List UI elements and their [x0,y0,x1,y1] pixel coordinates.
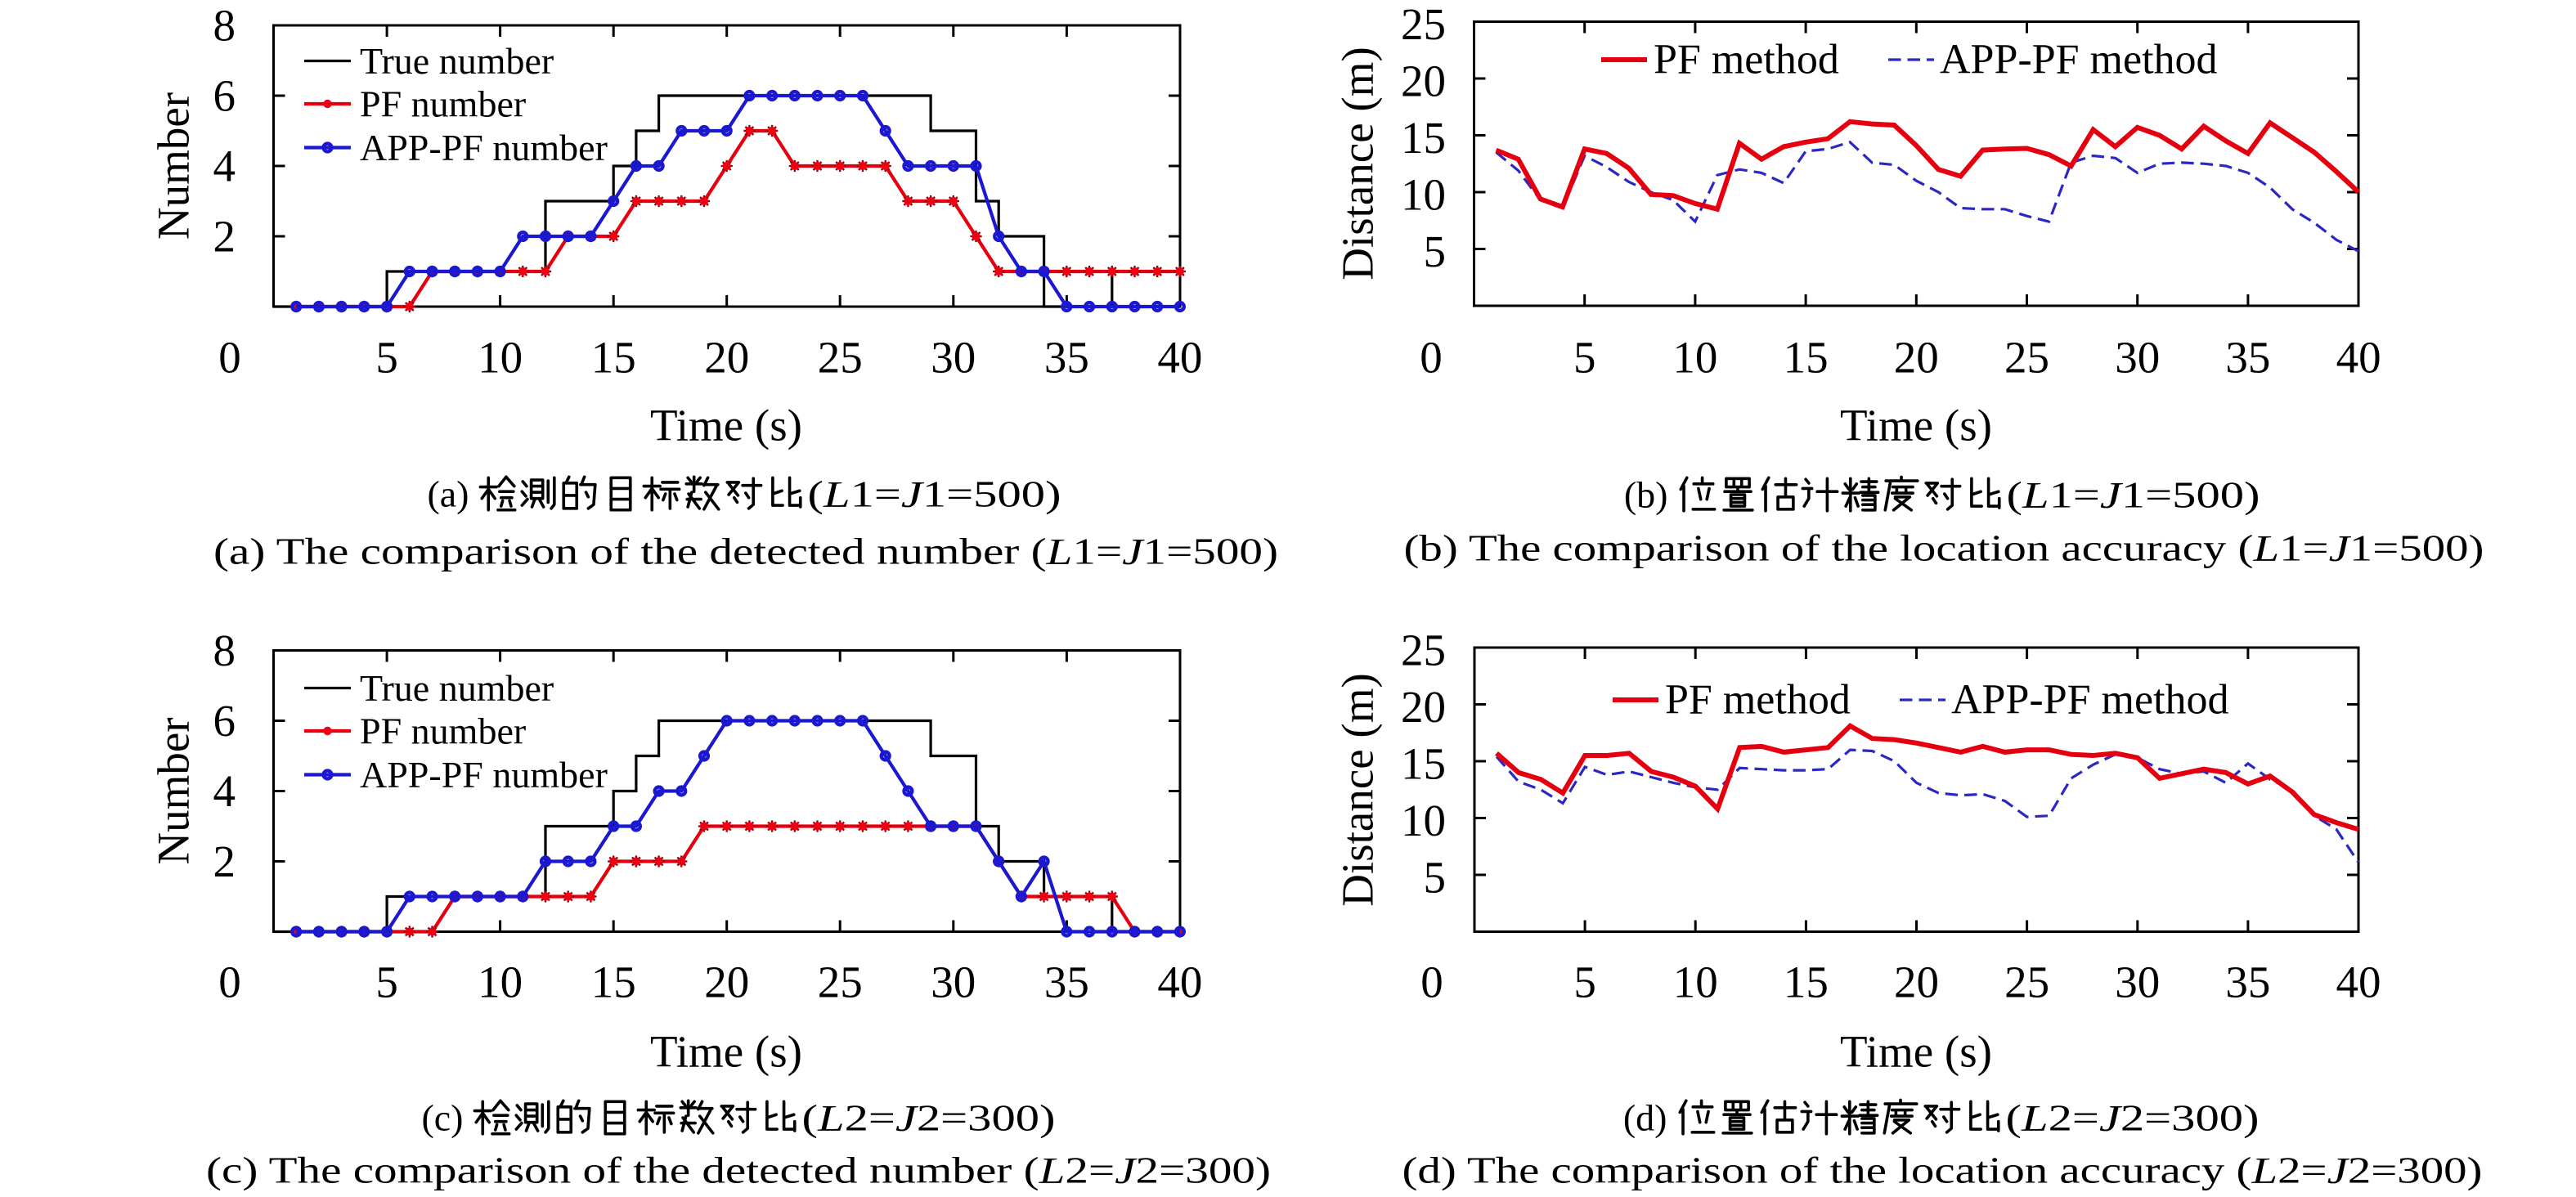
svg-text:Number: Number [149,717,199,864]
svg-text:6: 6 [213,71,236,121]
svg-text:2: 2 [213,212,236,262]
svg-text:30: 30 [931,333,976,383]
svg-text:20: 20 [704,957,749,1007]
svg-text:10: 10 [478,957,523,1007]
svg-text:Time (s): Time (s) [650,401,802,451]
svg-text:(b): (b) [1624,474,1668,516]
svg-text:(L1=J1=500): (L 1= J 1=500) [808,473,1061,515]
svg-text:0: 0 [218,957,241,1007]
svg-text:25: 25 [2004,957,2049,1007]
svg-text:(c): (c) [421,1097,463,1139]
svg-text:25: 25 [2004,333,2049,383]
svg-text:4: 4 [213,141,236,191]
svg-text:0: 0 [1420,957,1443,1007]
svg-text:(a): (a) [427,473,469,515]
svg-text:20: 20 [704,333,749,383]
svg-text:PF number: PF number [360,83,526,125]
svg-text:20: 20 [1401,56,1446,106]
svg-text:5: 5 [1424,853,1447,903]
svg-text:10: 10 [1672,333,1717,383]
svg-text:8: 8 [213,1,236,51]
svg-text:4: 4 [213,766,236,816]
svg-text:25: 25 [818,957,863,1007]
svg-text:0: 0 [1420,333,1443,383]
svg-text:5: 5 [375,957,398,1007]
svg-text:15: 15 [1784,333,1829,383]
svg-text:15: 15 [591,333,636,383]
svg-text:40: 40 [2336,957,2381,1007]
svg-text:True number: True number [360,40,554,82]
svg-text:10: 10 [478,333,523,383]
svg-text:15: 15 [591,957,636,1007]
svg-text:Time (s): Time (s) [1840,401,1992,451]
svg-text:30: 30 [2115,957,2160,1007]
svg-text:APP-PF number: APP-PF number [360,127,608,168]
svg-text:PF method: PF method [1654,37,1839,83]
svg-text:Time (s): Time (s) [650,1027,802,1077]
svg-text:10: 10 [1401,170,1446,220]
svg-text:30: 30 [2115,333,2160,383]
svg-text:8: 8 [213,625,236,675]
svg-text:5: 5 [1573,333,1596,383]
svg-text:5: 5 [1573,957,1596,1007]
svg-text:0: 0 [218,333,241,383]
svg-text:6: 6 [213,696,236,746]
svg-text:PF number: PF number [360,711,526,752]
svg-text:(d) The comparison of the loca: (d) The comparison of the location accur… [1402,1150,2483,1191]
svg-text:5: 5 [1424,226,1447,276]
svg-text:40: 40 [1157,957,1202,1007]
svg-text:30: 30 [931,957,976,1007]
svg-text:APP-PF method: APP-PF method [1951,677,2229,724]
svg-text:(L1=J1=500): (L 1= J 1=500) [2007,474,2260,516]
svg-text:20: 20 [1401,682,1446,732]
svg-text:5: 5 [375,333,398,383]
svg-text:35: 35 [1044,957,1089,1007]
svg-text:Distance (m): Distance (m) [1333,673,1383,907]
svg-text:35: 35 [1044,333,1089,383]
svg-text:20: 20 [1894,957,1939,1007]
svg-text:PF method: PF method [1665,677,1851,724]
svg-text:2: 2 [213,836,236,886]
svg-text:40: 40 [1157,333,1202,383]
svg-text:(L2=J2=300): (L 2= J 2=300) [2006,1097,2260,1139]
svg-text:25: 25 [1401,0,1446,49]
svg-text:(L2=J2=300): (L 2= J 2=300) [802,1097,1056,1139]
svg-text:15: 15 [1401,113,1446,163]
svg-text:35: 35 [2225,333,2270,383]
svg-text:15: 15 [1784,957,1829,1007]
svg-text:40: 40 [2336,333,2381,383]
svg-text:(b) The comparison of the loca: (b) The comparison of the location accur… [1404,527,2484,569]
svg-text:APP-PF method: APP-PF method [1940,37,2218,83]
svg-text:25: 25 [818,333,863,383]
svg-text:20: 20 [1894,333,1939,383]
svg-text:15: 15 [1401,739,1446,789]
svg-text:(d): (d) [1623,1097,1667,1139]
svg-text:(c) The comparison of the dete: (c) The comparison of the detected numbe… [206,1150,1271,1191]
svg-text:True number: True number [360,667,554,709]
svg-text:APP-PF number: APP-PF number [360,754,608,796]
svg-text:10: 10 [1401,796,1446,845]
svg-text:(a) The comparison of the dete: (a) The comparison of the detected numbe… [213,531,1278,572]
svg-text:10: 10 [1673,957,1718,1007]
svg-text:Time (s): Time (s) [1840,1027,1992,1077]
svg-text:Number: Number [149,92,199,240]
svg-text:25: 25 [1401,625,1446,675]
svg-text:35: 35 [2225,957,2270,1007]
svg-text:Distance (m): Distance (m) [1333,47,1383,280]
